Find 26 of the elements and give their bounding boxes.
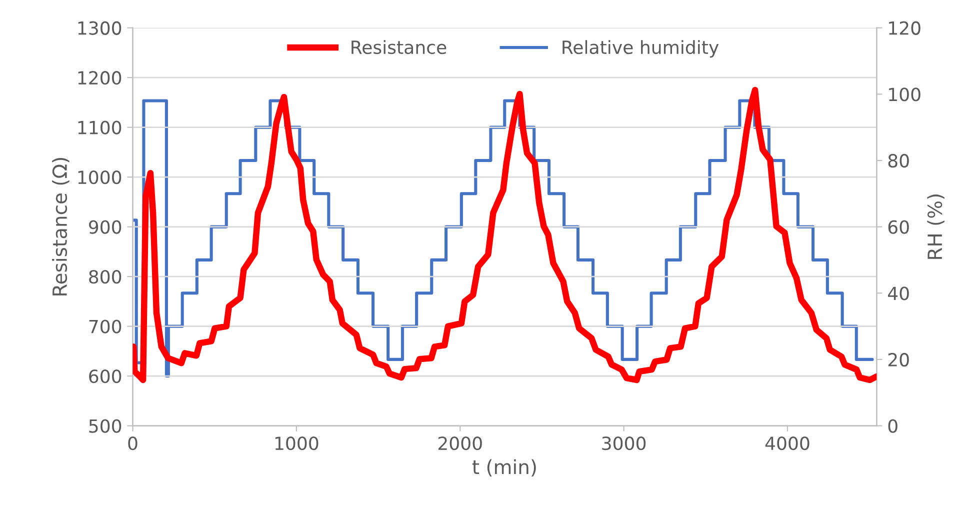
y2-tick-label: 80 (888, 154, 909, 168)
x-axis-title: t (min) (472, 459, 536, 477)
y2-tick-label: 0 (888, 419, 898, 433)
legend-label: Relative humidity (562, 40, 719, 58)
y-tick-label: 700 (89, 320, 122, 334)
y-tick-label: 1100 (78, 120, 122, 134)
x-tick-label: 4000 (765, 436, 810, 450)
legend-label: Resistance (352, 40, 446, 54)
x-tick-label: 0 (128, 436, 138, 450)
y-tick-label: 800 (89, 270, 122, 284)
y-tick-label: 500 (89, 419, 122, 433)
y-tick-label: 1200 (78, 71, 122, 85)
y-axis-title: Resistance (Ω) (52, 158, 70, 296)
x-tick-label: 3000 (602, 436, 646, 450)
x-tick-label: 1000 (275, 436, 318, 450)
y-tick-label: 600 (89, 369, 122, 384)
y2-tick-label: 100 (889, 88, 920, 102)
y-tick-label: 1000 (78, 170, 122, 184)
y2-tick-label: 20 (888, 352, 909, 367)
y2-tick-label: 120 (889, 21, 920, 35)
y2-tick-label: 40 (888, 286, 909, 300)
x-tick-label: 2000 (438, 436, 482, 450)
y2-tick-label: 60 (888, 220, 909, 234)
y2-axis-title: RH (%) (927, 194, 944, 259)
y-tick-label: 1300 (78, 21, 122, 35)
y-tick-label: 900 (89, 220, 122, 234)
